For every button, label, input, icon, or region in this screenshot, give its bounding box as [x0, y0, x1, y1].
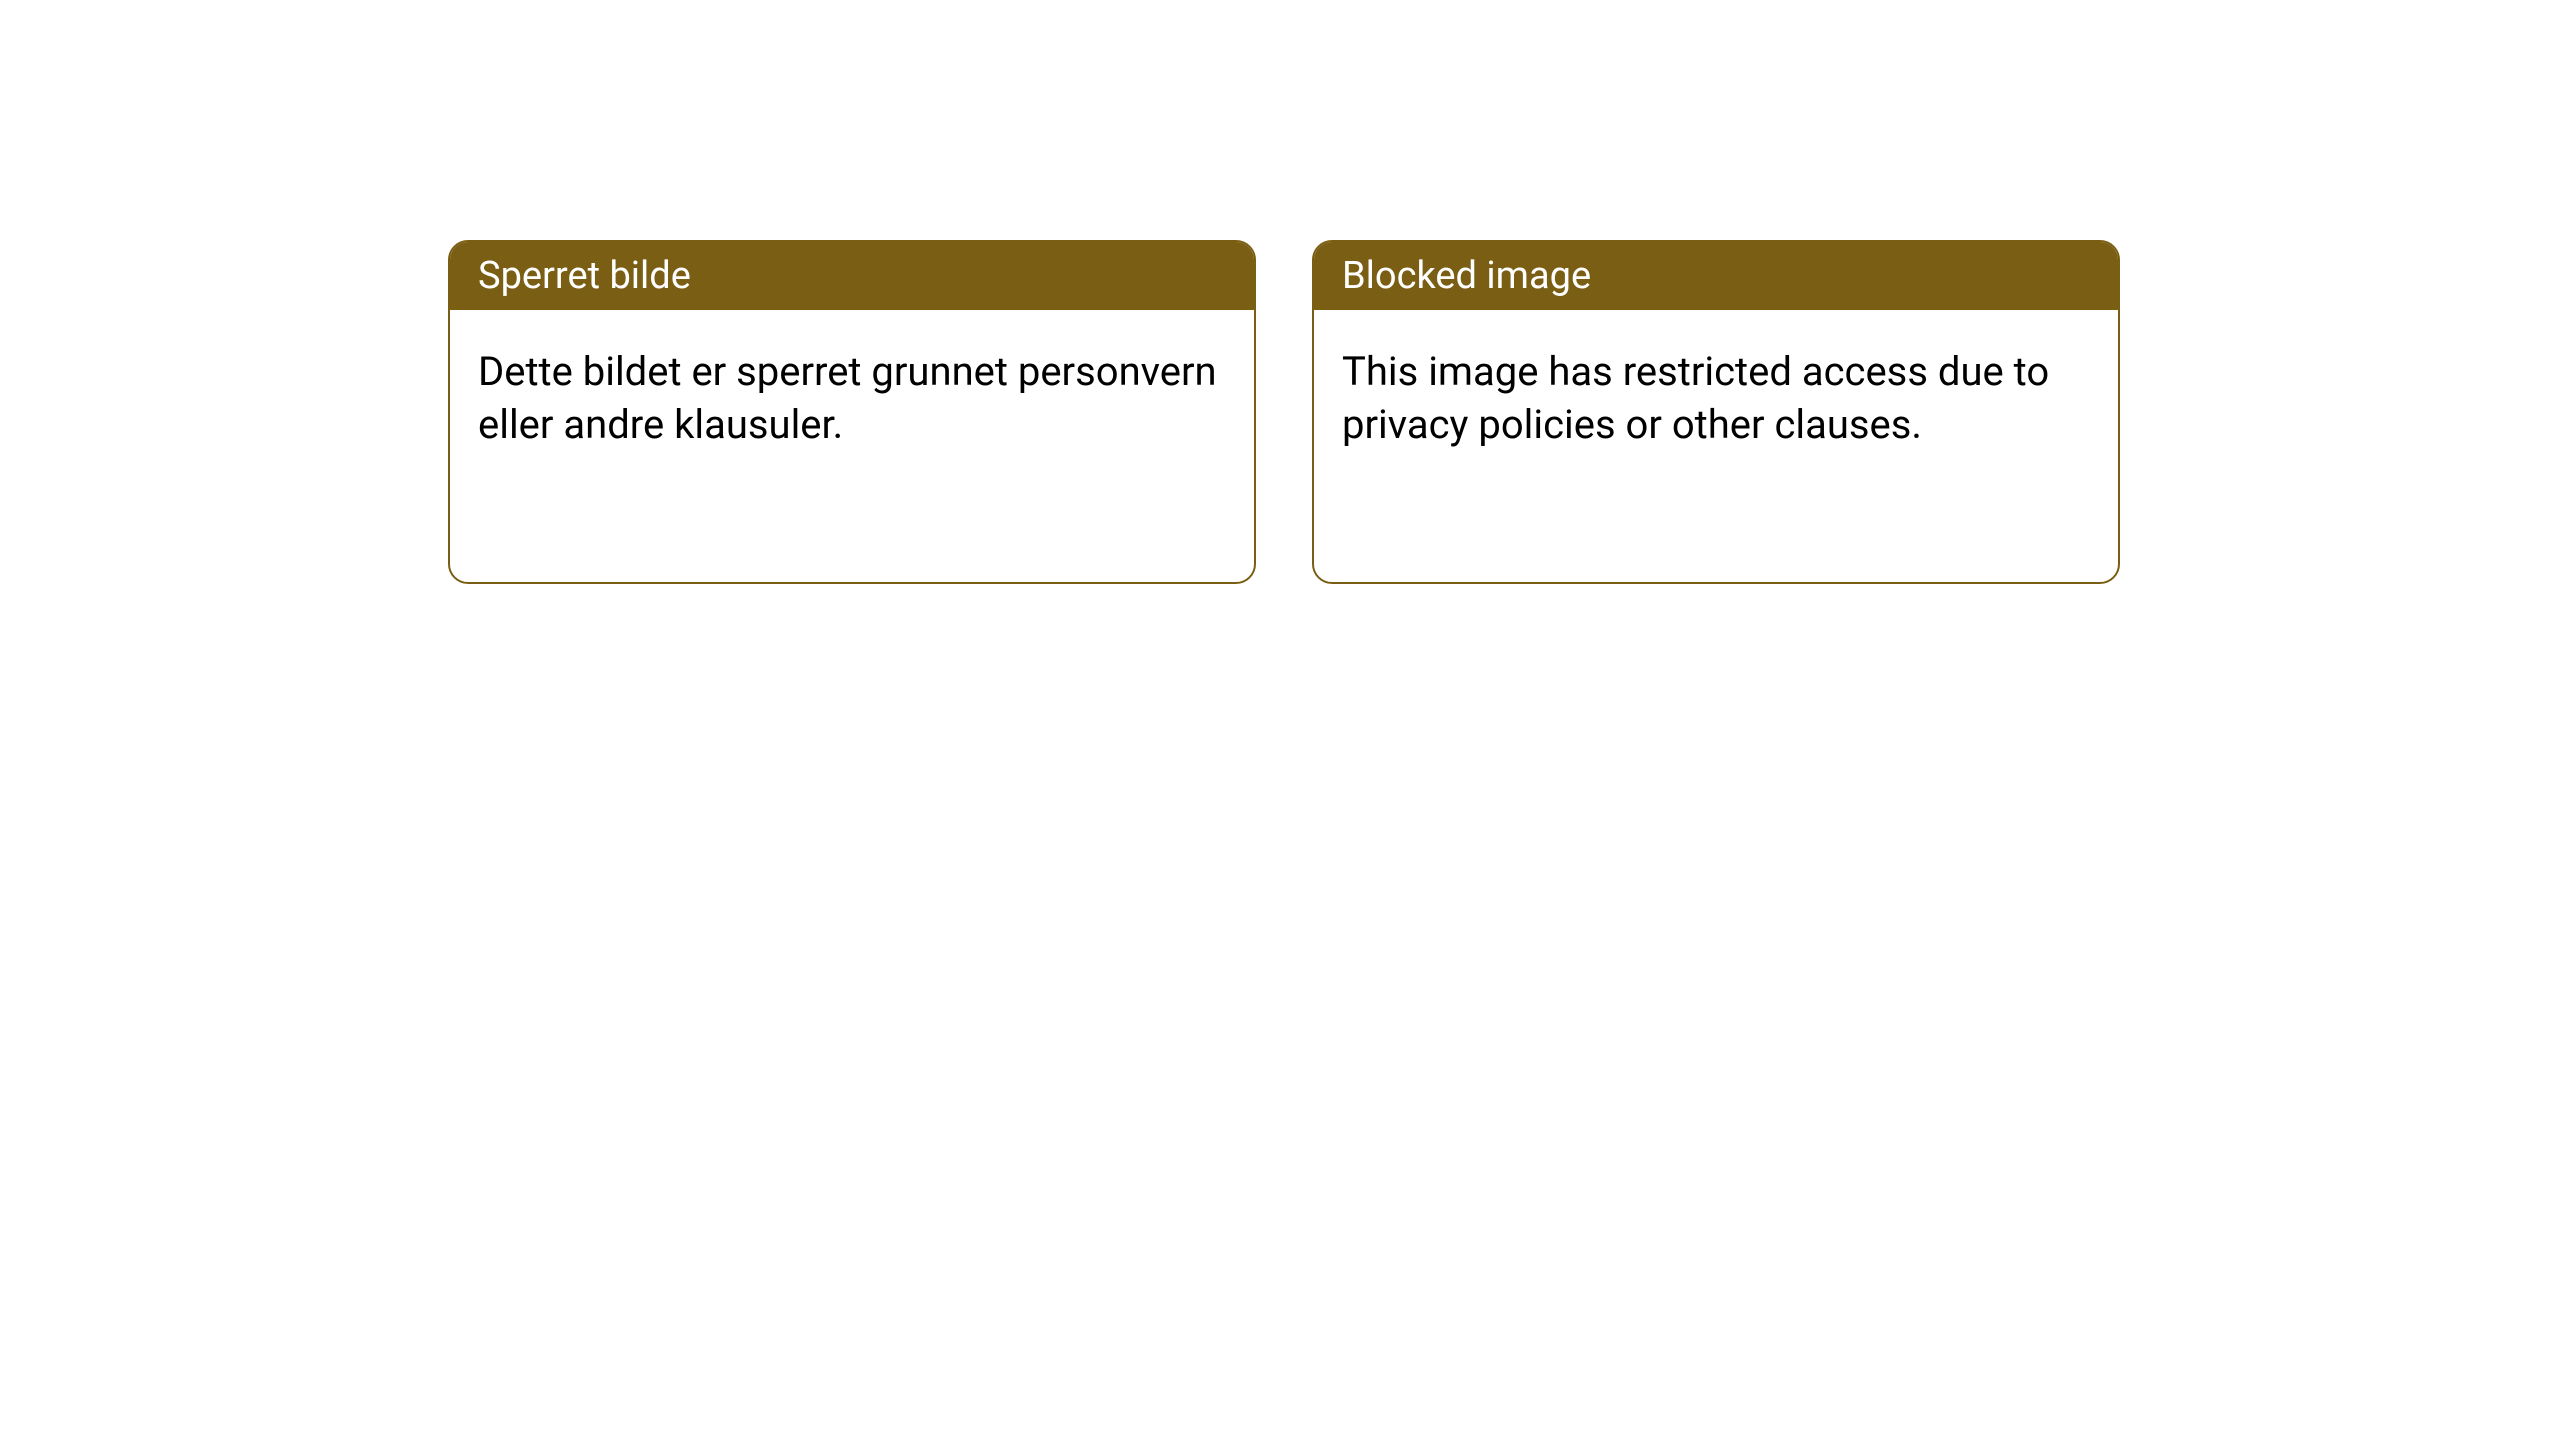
notice-card-norwegian: Sperret bilde Dette bildet er sperret gr…	[448, 240, 1256, 584]
notice-header: Blocked image	[1314, 242, 2118, 310]
notice-body: This image has restricted access due to …	[1314, 310, 2118, 582]
notice-card-english: Blocked image This image has restricted …	[1312, 240, 2120, 584]
notice-body: Dette bildet er sperret grunnet personve…	[450, 310, 1254, 582]
notice-header: Sperret bilde	[450, 242, 1254, 310]
notice-container: Sperret bilde Dette bildet er sperret gr…	[0, 0, 2560, 584]
